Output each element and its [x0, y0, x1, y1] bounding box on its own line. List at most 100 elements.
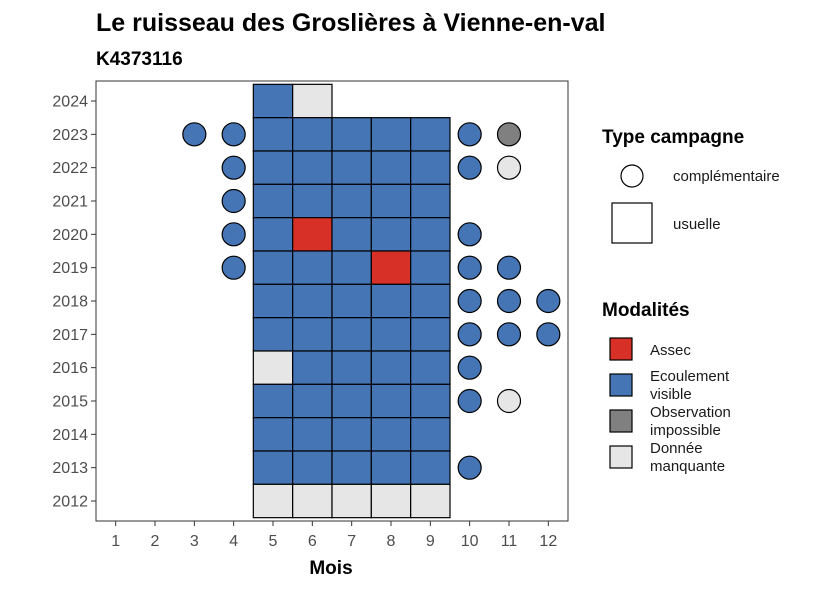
tile-2024-5 — [252, 83, 294, 119]
x-tick-label: 7 — [347, 533, 356, 550]
y-tick-label: 2020 — [52, 227, 88, 244]
point-2017-10 — [457, 322, 482, 347]
tile-2014-5 — [252, 417, 294, 452]
x-tick-label: 6 — [308, 533, 317, 550]
point-2023-4 — [221, 122, 246, 147]
axes: 2012 2013 2014 2015 2016 2017 2018 2019 2020 2021… — [52, 80, 569, 550]
point-2019-4 — [221, 255, 246, 280]
plot-area — [182, 83, 561, 519]
y-tick-label: 2015 — [52, 394, 88, 411]
tile-2018-5 — [252, 283, 294, 319]
x-axis-title: Mois — [309, 558, 352, 579]
tile-2016-5 — [252, 350, 294, 385]
x-tick-label: 10 — [461, 533, 479, 550]
legend-key-complementaire — [620, 164, 644, 188]
tile-2018-9 — [410, 283, 451, 319]
legend-label-modalite: Donnée manquante — [650, 440, 725, 475]
y-tick-label: 2013 — [52, 460, 88, 477]
point-2023-11 — [496, 122, 522, 147]
legend-key-modalite — [609, 337, 633, 361]
x-tick-label: 12 — [539, 533, 557, 550]
tile-2019-6 — [292, 250, 333, 285]
point-2023-10 — [457, 122, 482, 147]
tile-2023-7 — [331, 117, 372, 152]
tile-2021-8 — [370, 183, 412, 219]
tile-2017-6 — [292, 317, 333, 352]
tile-2013-6 — [292, 450, 333, 485]
point-2018-10 — [457, 288, 482, 314]
legend-label-modalite: Observation impossible — [650, 404, 731, 439]
tile-2012-7 — [331, 483, 372, 519]
legend-label-usuelle: usuelle — [673, 216, 721, 233]
point-2019-11 — [496, 255, 522, 280]
legend-label-modalite: Ecoulement visible — [650, 368, 730, 403]
y-tick-label: 2021 — [52, 194, 88, 211]
tile-2015-7 — [331, 383, 372, 419]
tile-2012-6 — [292, 483, 333, 519]
tile-2020-7 — [331, 217, 372, 252]
chart-subtitle: K4373116 — [96, 49, 183, 70]
point-2021-4 — [221, 188, 246, 214]
point-2017-11 — [496, 322, 522, 347]
point-2022-11 — [496, 155, 522, 180]
tile-2016-7 — [331, 350, 372, 385]
chart-title: Le ruisseau des Groslières à Vienne-en-v… — [96, 9, 606, 37]
y-tick-label: 2012 — [52, 494, 88, 511]
tile-2019-7 — [331, 250, 372, 285]
y-tick-label: 2017 — [52, 327, 88, 344]
tile-2012-8 — [370, 483, 412, 519]
point-2015-11 — [496, 388, 522, 414]
x-tick-label: 11 — [501, 533, 518, 550]
legend-label-complementaire: complémentaire — [673, 168, 780, 185]
tile-2021-9 — [410, 183, 451, 219]
tile-2014-8 — [370, 417, 412, 452]
tile-2018-8 — [370, 283, 412, 319]
tile-2016-8 — [370, 350, 412, 385]
y-tick-label: 2016 — [52, 360, 88, 377]
point-2019-10 — [457, 255, 482, 280]
tile-2016-9 — [410, 350, 451, 385]
point-2018-12 — [536, 288, 561, 314]
y-tick-label: 2024 — [52, 94, 88, 111]
point-2017-12 — [536, 322, 561, 347]
tile-2022-8 — [370, 150, 412, 185]
tile-2020-6 — [292, 217, 333, 252]
legend-type-title: Type campagne — [602, 127, 744, 148]
tile-2020-5 — [252, 217, 294, 252]
point-2016-10 — [457, 355, 482, 380]
tile-2017-7 — [331, 317, 372, 352]
y-tick-label: 2014 — [52, 427, 88, 444]
tile-2024-6 — [292, 83, 333, 119]
x-tick-label: 1 — [111, 533, 120, 550]
tile-2015-5 — [252, 383, 294, 419]
x-tick-label: 9 — [426, 533, 435, 550]
tile-2019-8 — [370, 250, 412, 285]
point-2015-10 — [457, 388, 482, 414]
tile-2013-8 — [370, 450, 412, 485]
legend-key-modalite — [609, 409, 633, 433]
tile-2013-9 — [410, 450, 451, 485]
y-tick-label: 2022 — [52, 160, 88, 177]
x-tick-label: 5 — [269, 533, 278, 550]
legend-key-modalite — [609, 445, 633, 469]
point-2020-4 — [221, 222, 246, 247]
point-2013-10 — [457, 455, 482, 480]
tile-2021-5 — [252, 183, 294, 219]
point-2023-3 — [182, 122, 207, 147]
y-tick-label: 2023 — [52, 127, 88, 144]
tile-2022-9 — [410, 150, 451, 185]
tile-2017-9 — [410, 317, 451, 352]
legend-modalites-title: Modalités — [602, 300, 690, 321]
point-2022-10 — [457, 155, 482, 180]
tile-2015-6 — [292, 383, 333, 419]
tile-2021-7 — [331, 183, 372, 219]
tile-2023-5 — [252, 117, 294, 152]
tile-2023-9 — [410, 117, 451, 152]
tile-2017-8 — [370, 317, 412, 352]
tile-2013-5 — [252, 450, 294, 485]
y-tick-label: 2019 — [52, 260, 88, 277]
tile-2018-7 — [331, 283, 372, 319]
point-2020-10 — [457, 222, 482, 247]
x-tick-label: 8 — [387, 533, 396, 550]
